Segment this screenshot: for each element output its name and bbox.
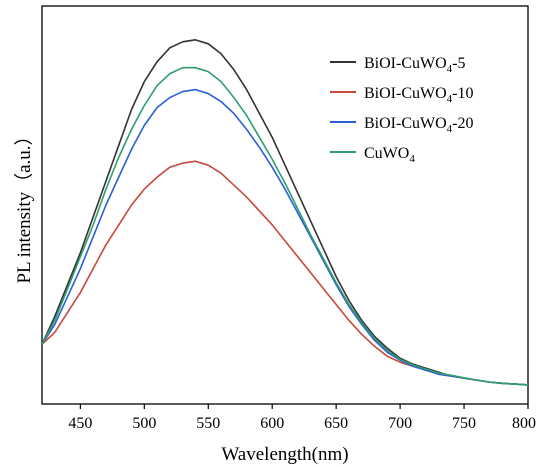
x-axis-title: Wavelength(nm) — [221, 444, 348, 465]
legend-label-3: BiOI-CuWO4-20 — [364, 115, 473, 135]
plot-frame — [41, 5, 529, 405]
legend-label-1: BiOI-CuWO4-5 — [364, 55, 465, 75]
x-tick-label: 750 — [452, 415, 476, 432]
y-axis-title: PL intensity（a.u.） — [13, 126, 35, 283]
x-tick-label: 700 — [388, 415, 412, 432]
x-tick-label: 500 — [132, 415, 156, 432]
legend: BiOI-CuWO4-5 BiOI-CuWO4-10 BiOI-CuWO4-20 Cu… — [330, 55, 473, 165]
x-tick-label: 550 — [196, 415, 220, 432]
legend-label-4: CuWO4 — [364, 145, 415, 165]
series-group — [41, 39, 529, 386]
series-line-4 — [41, 66, 529, 386]
x-tick-label: 650 — [324, 415, 348, 432]
x-axis-ticks: 450 500 550 600 650 700 750 800 — [68, 404, 536, 432]
x-tick-label: 450 — [68, 415, 92, 432]
series-line-3 — [41, 88, 529, 386]
series-line-2 — [41, 160, 529, 386]
legend-label-2: BiOI-CuWO4-10 — [364, 85, 473, 105]
x-tick-label: 800 — [512, 415, 536, 432]
x-tick-label: 600 — [260, 415, 284, 432]
